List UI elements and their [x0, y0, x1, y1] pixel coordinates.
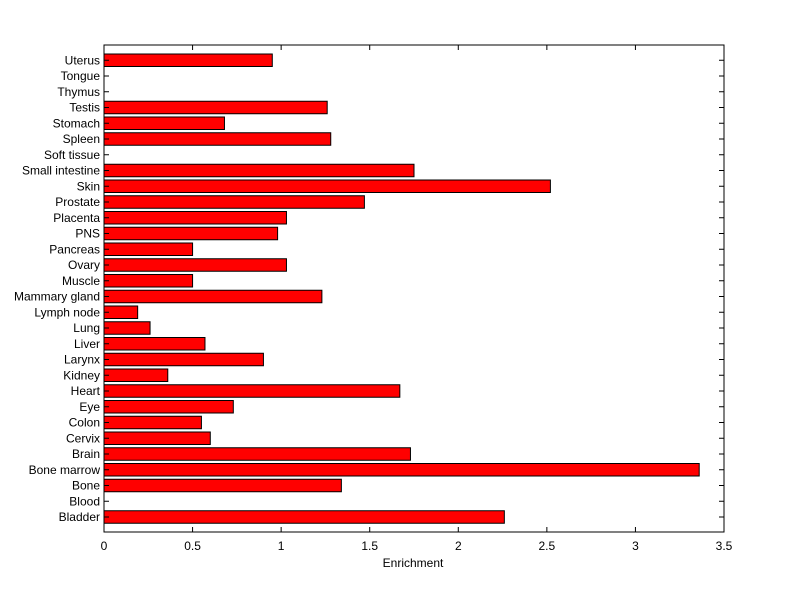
category-label-thymus: Thymus: [57, 85, 100, 99]
bar-colon: [103, 415, 202, 430]
category-label-bladder: Bladder: [59, 510, 100, 524]
category-label-muscle: Muscle: [62, 274, 100, 288]
bar-eye: [103, 400, 234, 414]
bar-bone-marrow: [103, 463, 700, 477]
x-tick-label: 0: [101, 539, 108, 553]
category-label-colon: Colon: [69, 416, 100, 430]
category-label-brain: Brain: [72, 447, 100, 461]
bar-cervix: [103, 431, 211, 445]
x-tick-label: 0.5: [184, 539, 201, 553]
category-label-heart: Heart: [71, 384, 101, 398]
x-tick-label: 2: [455, 539, 462, 553]
category-label-bone: Bone: [72, 479, 100, 493]
x-tick-label: 2.5: [539, 539, 556, 553]
category-label-pancreas: Pancreas: [49, 242, 100, 256]
category-label-stomach: Stomach: [53, 116, 100, 130]
x-tick-label: 1.5: [361, 539, 378, 553]
category-label-lung: Lung: [73, 321, 100, 335]
bar-lymph-node: [103, 305, 139, 319]
bar-ovary: [103, 258, 287, 272]
bar-spleen: [103, 132, 332, 146]
bar-small-intestine: [103, 163, 415, 178]
bar-stomach: [103, 116, 225, 130]
category-label-eye: Eye: [79, 400, 100, 414]
category-label-cervix: Cervix: [66, 431, 100, 445]
ticks-group: [103, 45, 725, 532]
bar-bladder: [103, 510, 505, 524]
category-label-blood: Blood: [69, 494, 100, 508]
category-label-testis: Testis: [69, 101, 100, 115]
x-tick-label: 3: [632, 539, 639, 553]
bar-prostate: [103, 195, 365, 209]
category-label-liver: Liver: [74, 337, 100, 351]
category-label-ovary: Ovary: [68, 258, 100, 272]
bar-brain: [103, 447, 411, 461]
category-label-prostate: Prostate: [55, 195, 100, 209]
bar-bone: [103, 478, 342, 493]
category-label-placenta: Placenta: [53, 211, 100, 225]
category-label-spleen: Spleen: [63, 132, 100, 146]
bar-pancreas: [103, 242, 194, 256]
category-label-soft-tissue: Soft tissue: [44, 148, 100, 162]
x-tick-label: 3.5: [716, 539, 733, 553]
bar-skin: [103, 179, 551, 193]
bar-pns: [103, 226, 279, 241]
category-label-lymph-node: Lymph node: [34, 305, 100, 319]
bar-lung: [103, 321, 151, 335]
bar-kidney: [103, 368, 169, 382]
bar-mammary-gland: [103, 289, 323, 304]
bar-uterus: [103, 53, 273, 67]
bar-larynx: [103, 352, 264, 367]
category-label-tongue: Tongue: [61, 69, 101, 83]
category-label-larynx: Larynx: [64, 353, 100, 367]
category-label-small-intestine: Small intestine: [22, 164, 100, 178]
bar-liver: [103, 337, 206, 351]
category-label-skin: Skin: [77, 179, 100, 193]
x-tick-label: 1: [278, 539, 285, 553]
category-label-mammary-gland: Mammary gland: [14, 290, 100, 304]
x-tick-labels-group: 0 0.5 1 1.5 2 2.5 3 3.5: [101, 539, 733, 553]
x-axis-label: Enrichment: [383, 556, 444, 570]
plot-frame: [103, 44, 725, 533]
bar-heart: [103, 384, 401, 398]
category-label-uterus: Uterus: [65, 53, 100, 67]
category-label-bone-marrow: Bone marrow: [29, 463, 101, 477]
category-label-kidney: Kidney: [63, 368, 100, 382]
bar-placenta: [103, 211, 287, 225]
bar-muscle: [103, 274, 194, 288]
category-label-pns: PNS: [75, 227, 100, 241]
bar-testis: [103, 100, 328, 115]
